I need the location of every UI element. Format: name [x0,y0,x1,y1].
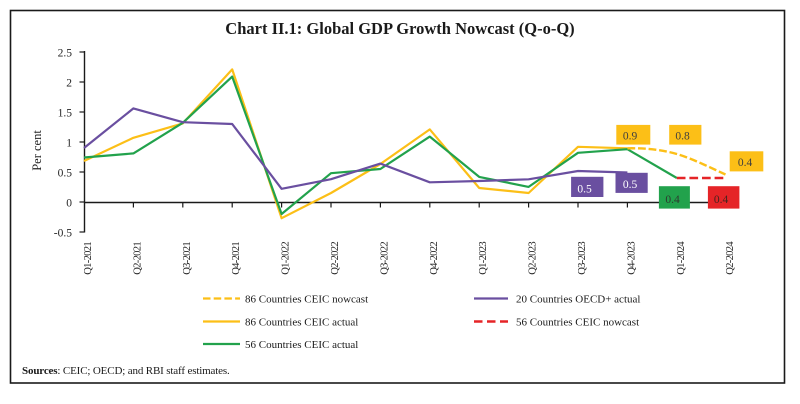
svg-text:20 Countries OECD+ actual: 20 Countries OECD+ actual [516,294,640,306]
svg-text:0.4: 0.4 [665,194,680,206]
svg-text:Q3-2023: Q3-2023 [577,242,588,275]
svg-text:0: 0 [66,197,72,209]
svg-text:Chart II.1: Global GDP Growth: Chart II.1: Global GDP Growth Nowcast (Q… [225,19,574,38]
svg-text:0.9: 0.9 [623,131,638,143]
svg-text:Q2-2021: Q2-2021 [132,242,143,275]
svg-text:Q3-2021: Q3-2021 [182,242,193,275]
svg-text:Q4-2021: Q4-2021 [231,242,242,275]
svg-text:86 Countries CEIC actual: 86 Countries CEIC actual [245,317,358,329]
svg-text:1.5: 1.5 [58,107,73,119]
svg-text:Q1-2023: Q1-2023 [478,242,489,275]
svg-text:-0.5: -0.5 [54,227,72,239]
svg-text:Q2-2024: Q2-2024 [725,241,736,275]
svg-text:0.4: 0.4 [714,194,729,206]
svg-text:2: 2 [66,77,72,89]
svg-text:56 Countries CEIC nowcast: 56 Countries CEIC nowcast [516,317,639,329]
svg-text:Q1-2021: Q1-2021 [83,242,94,275]
svg-text:0.4: 0.4 [738,157,753,169]
svg-text:Sources: CEIC; OECD; and RBI s: Sources: CEIC; OECD; and RBI staff estim… [22,365,230,377]
svg-text:0.8: 0.8 [675,131,690,143]
svg-text:Q1-2024: Q1-2024 [676,241,687,275]
svg-text:Q4-2022: Q4-2022 [429,242,440,275]
svg-text:0.5: 0.5 [58,167,73,179]
svg-text:86 Countries CEIC nowcast: 86 Countries CEIC nowcast [245,294,368,306]
svg-text:0.5: 0.5 [623,179,638,191]
svg-text:Q3-2022: Q3-2022 [379,242,390,275]
svg-text:Q2-2023: Q2-2023 [528,242,539,275]
svg-text:Q2-2022: Q2-2022 [330,242,341,275]
svg-text:0.5: 0.5 [577,184,592,196]
svg-text:Per cent: Per cent [30,130,44,171]
svg-text:Q1-2022: Q1-2022 [281,242,292,275]
svg-text:Q4-2023: Q4-2023 [626,242,637,275]
svg-text:2.5: 2.5 [58,47,73,59]
svg-text:1: 1 [66,137,72,149]
svg-text:56 Countries CEIC actual: 56 Countries CEIC actual [245,339,358,351]
